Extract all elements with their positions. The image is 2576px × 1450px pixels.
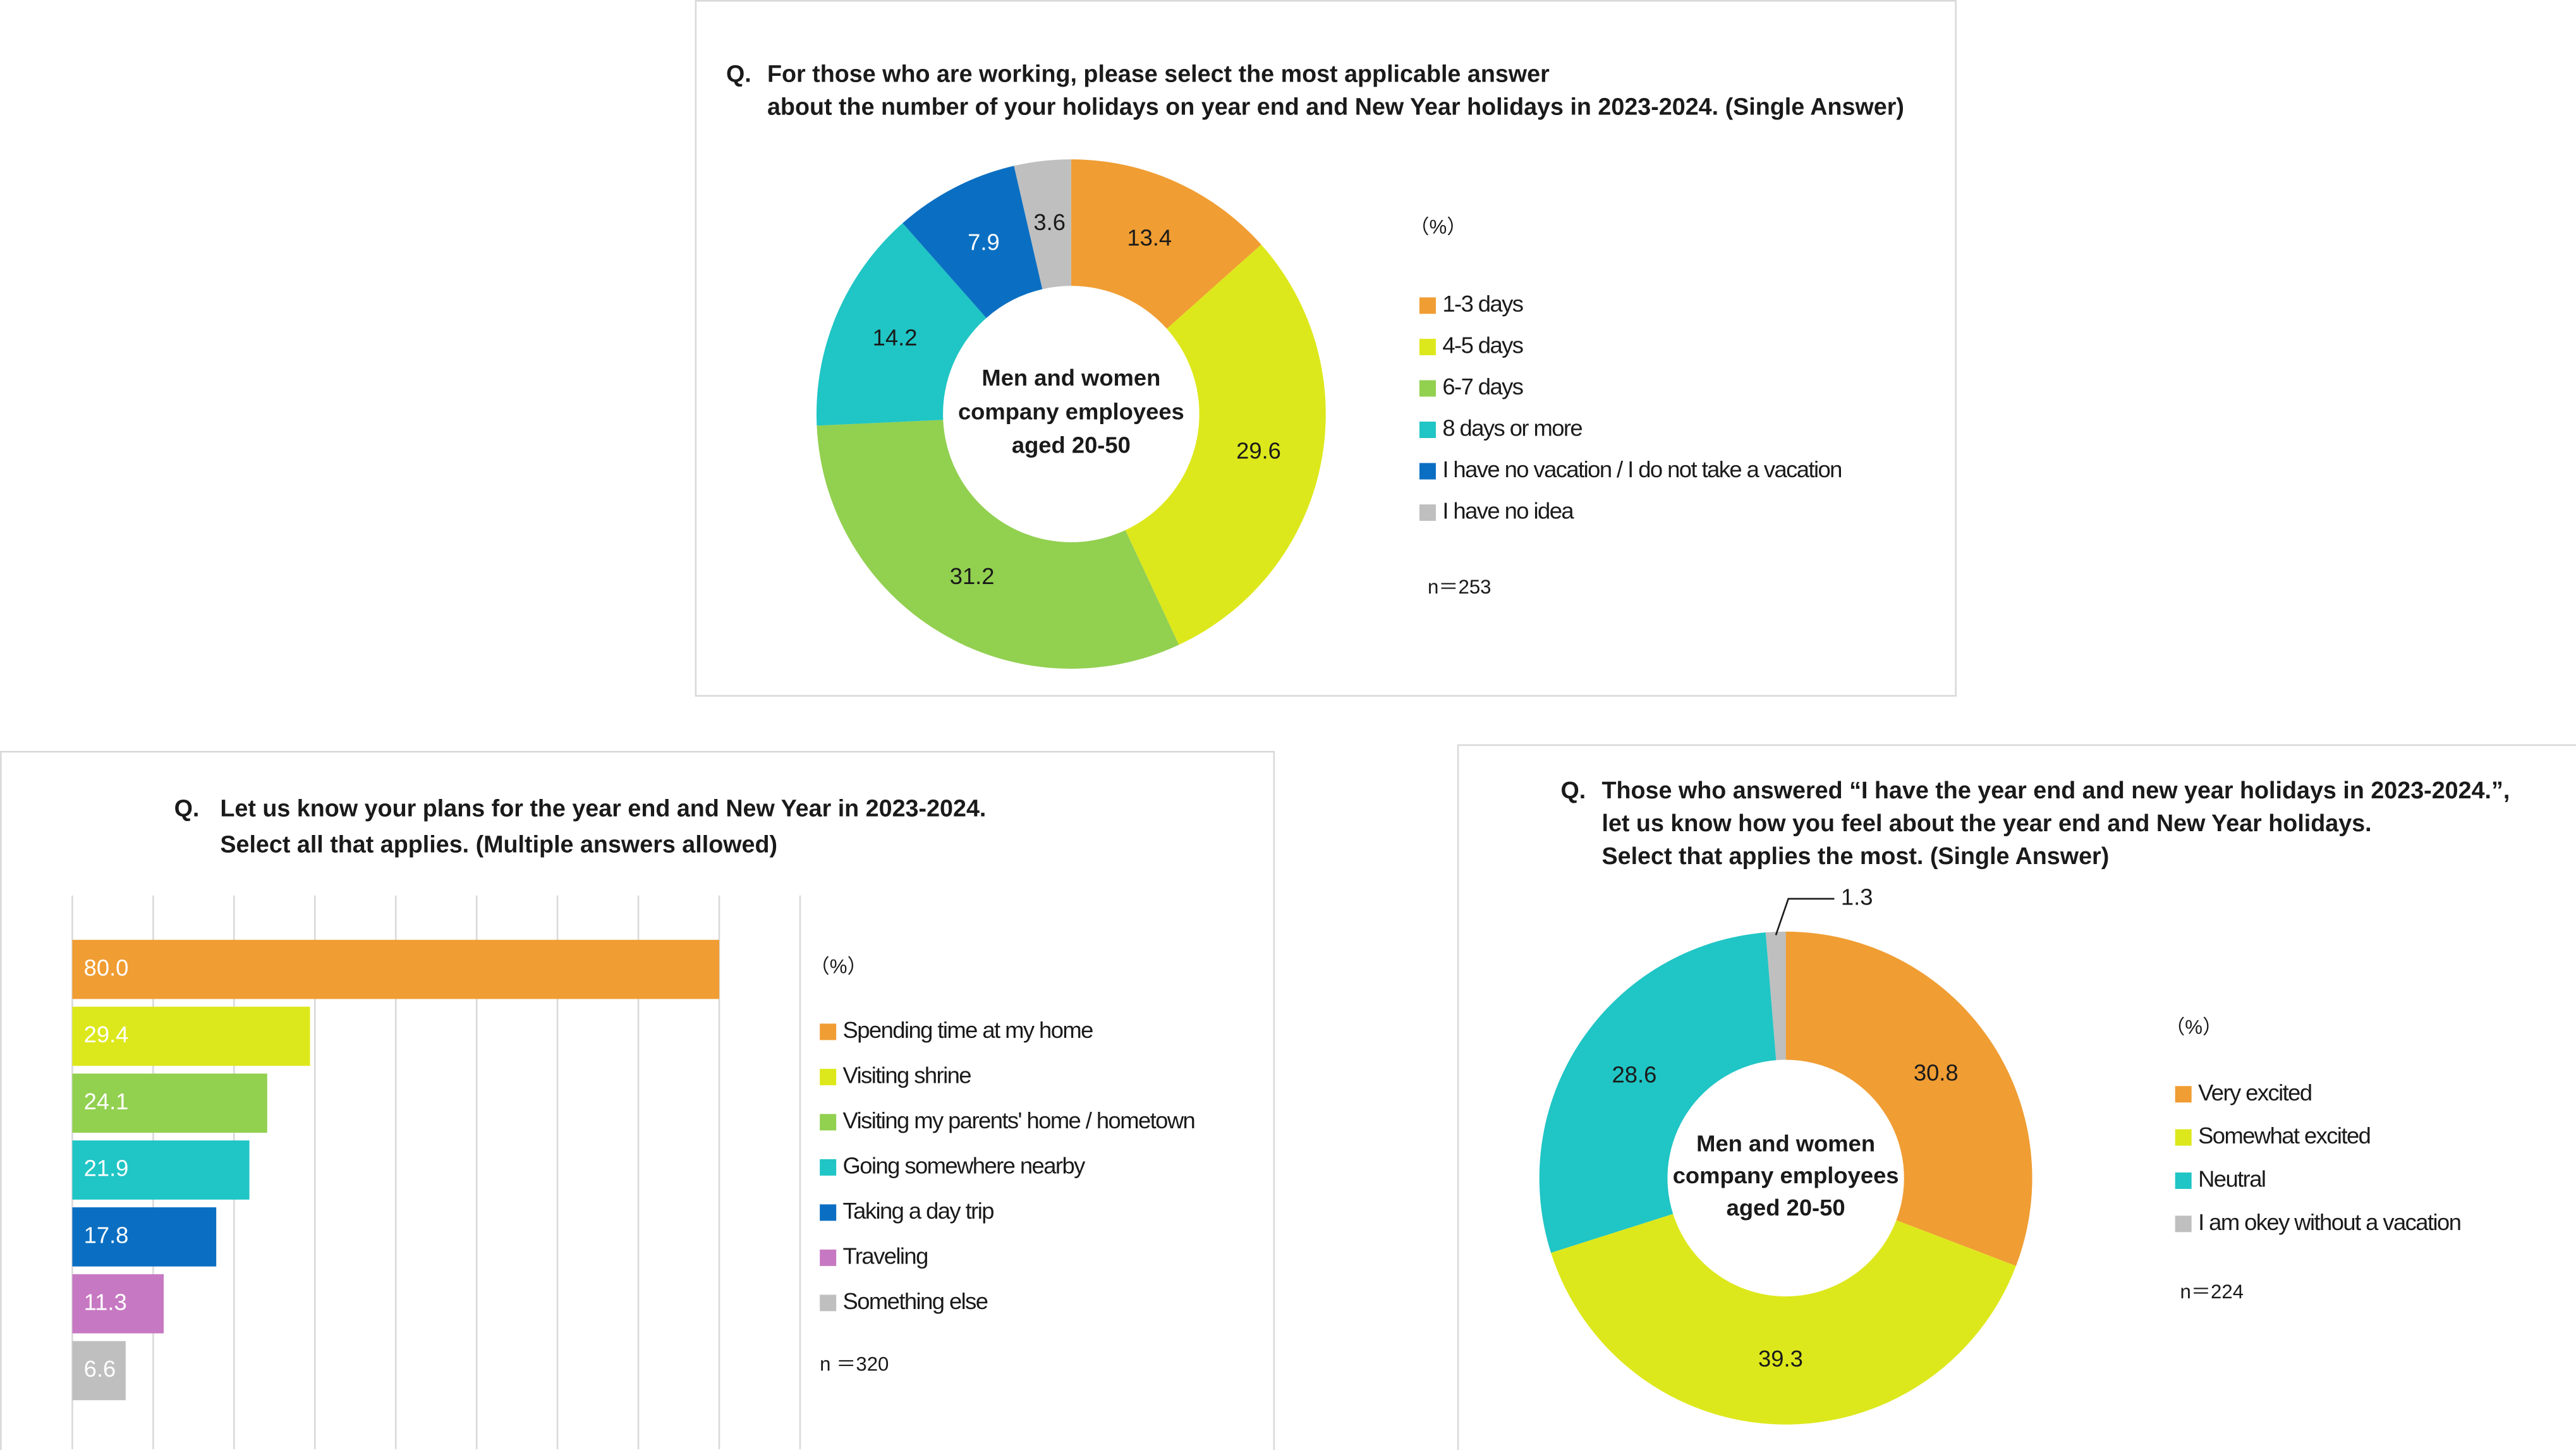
data-label: 17.8 bbox=[84, 1222, 129, 1248]
data-label: 24.1 bbox=[84, 1088, 129, 1114]
legend-swatch bbox=[820, 1023, 837, 1040]
legend-label: Going somewhere nearby bbox=[843, 1153, 1086, 1179]
chart-title: Select all that applies. (Multiple answe… bbox=[220, 831, 777, 858]
chart-title: For those who are working, please select… bbox=[767, 61, 1550, 87]
question-label: Q. bbox=[174, 795, 200, 821]
legend-swatch bbox=[820, 1204, 837, 1221]
legend-label: Visiting shrine bbox=[843, 1063, 971, 1088]
legend-swatch bbox=[820, 1114, 837, 1131]
legend-swatch bbox=[1419, 339, 1436, 355]
center-label: Men and women bbox=[1696, 1130, 1875, 1156]
chart-title: Those who answered “I have the year end … bbox=[1601, 777, 2510, 803]
legend-label: Spending time at my home bbox=[843, 1017, 1093, 1043]
legend-swatch bbox=[2175, 1129, 2192, 1146]
bar bbox=[72, 1073, 267, 1133]
donut-slice bbox=[817, 420, 1179, 669]
data-label: 29.4 bbox=[84, 1021, 129, 1047]
center-label: aged 20-50 bbox=[1727, 1195, 1845, 1221]
legend-swatch bbox=[2175, 1086, 2192, 1103]
legend-swatch bbox=[820, 1249, 837, 1266]
bar bbox=[72, 939, 720, 999]
legend-swatch bbox=[1419, 297, 1436, 314]
donut-slice bbox=[1539, 932, 1777, 1253]
bar bbox=[72, 1341, 126, 1401]
legend-swatch bbox=[1419, 422, 1436, 439]
sample-size: n＝253 bbox=[1428, 576, 1492, 598]
data-label: 14.2 bbox=[873, 324, 918, 350]
legend-swatch bbox=[1419, 380, 1436, 397]
bar bbox=[72, 1140, 250, 1200]
legend-label: I have no idea bbox=[1442, 498, 1574, 524]
chart-title: Select that applies the most. (Single An… bbox=[1601, 843, 2109, 869]
donut-slice bbox=[1125, 244, 1326, 645]
data-label: 80.0 bbox=[84, 954, 129, 980]
legend-label: 6-7 days bbox=[1442, 374, 1522, 399]
unit-label: （%） bbox=[2165, 1016, 2222, 1038]
chart-title: let us know how you feel about the year … bbox=[1601, 810, 2371, 836]
legend-swatch bbox=[1419, 463, 1436, 480]
sample-size: n＝224 bbox=[2180, 1281, 2244, 1303]
sample-size: n ＝320 bbox=[820, 1353, 889, 1375]
data-label: 30.8 bbox=[1914, 1060, 1959, 1086]
legend-swatch bbox=[820, 1159, 837, 1176]
data-label: 11.3 bbox=[84, 1289, 127, 1315]
legend-label: Taking a day trip bbox=[843, 1198, 994, 1224]
legend-label: Neutral bbox=[2198, 1166, 2265, 1192]
data-label: 31.2 bbox=[950, 563, 995, 589]
donut-slice bbox=[816, 223, 987, 426]
data-label: 39.3 bbox=[1758, 1346, 1803, 1372]
data-label: 3.6 bbox=[1033, 209, 1066, 235]
center-label: company employees bbox=[958, 398, 1184, 424]
legend-swatch bbox=[820, 1295, 837, 1312]
legend-label: Somewhat excited bbox=[2198, 1123, 2370, 1148]
legend-label: 8 days or more bbox=[1442, 415, 1582, 441]
bar bbox=[72, 1274, 164, 1334]
bar bbox=[72, 1207, 217, 1267]
data-label: 6.6 bbox=[84, 1356, 116, 1382]
legend-label: I am okey without a vacation bbox=[2198, 1209, 2460, 1235]
data-label: 1.3 bbox=[1841, 884, 1873, 910]
legend-label: 4-5 days bbox=[1442, 332, 1522, 358]
legend-label: Traveling bbox=[843, 1243, 928, 1269]
donut-slice bbox=[1014, 159, 1071, 289]
donut-slice bbox=[1765, 931, 1786, 1061]
legend-label: Visiting my parents' home / hometown bbox=[843, 1107, 1195, 1133]
legend-swatch bbox=[820, 1068, 837, 1085]
legend-label: Very excited bbox=[2198, 1080, 2311, 1106]
legend-label: Something else bbox=[843, 1288, 988, 1314]
legend-label: I have no vacation / I do not take a vac… bbox=[1442, 456, 1842, 482]
leader-line bbox=[1775, 898, 1835, 935]
donut-slice bbox=[902, 166, 1043, 319]
data-label: 29.6 bbox=[1236, 438, 1281, 464]
chart-title: Let us know your plans for the year end … bbox=[220, 795, 986, 821]
center-label: company employees bbox=[1673, 1162, 1899, 1188]
legend-swatch bbox=[2175, 1215, 2192, 1233]
question-label: Q. bbox=[1561, 777, 1586, 803]
center-label: aged 20-50 bbox=[1012, 432, 1131, 458]
data-label: 21.9 bbox=[84, 1155, 129, 1181]
donut-slice bbox=[1785, 931, 2032, 1266]
data-label: 28.6 bbox=[1612, 1062, 1657, 1088]
chart-title: about the number of your holidays on yea… bbox=[767, 94, 1904, 120]
unit-label: （%） bbox=[810, 955, 867, 977]
bar bbox=[72, 1006, 310, 1066]
center-label: Men and women bbox=[981, 365, 1160, 391]
data-label: 13.4 bbox=[1127, 224, 1172, 250]
data-label: 7.9 bbox=[968, 229, 1000, 255]
question-label: Q. bbox=[726, 61, 751, 87]
donut-slice bbox=[1551, 1214, 2016, 1425]
unit-label: （%） bbox=[1409, 216, 1466, 238]
legend-swatch bbox=[1419, 504, 1436, 521]
legend-label: 1-3 days bbox=[1442, 291, 1522, 317]
legend-swatch bbox=[2175, 1172, 2192, 1189]
donut-slice bbox=[1071, 159, 1261, 329]
